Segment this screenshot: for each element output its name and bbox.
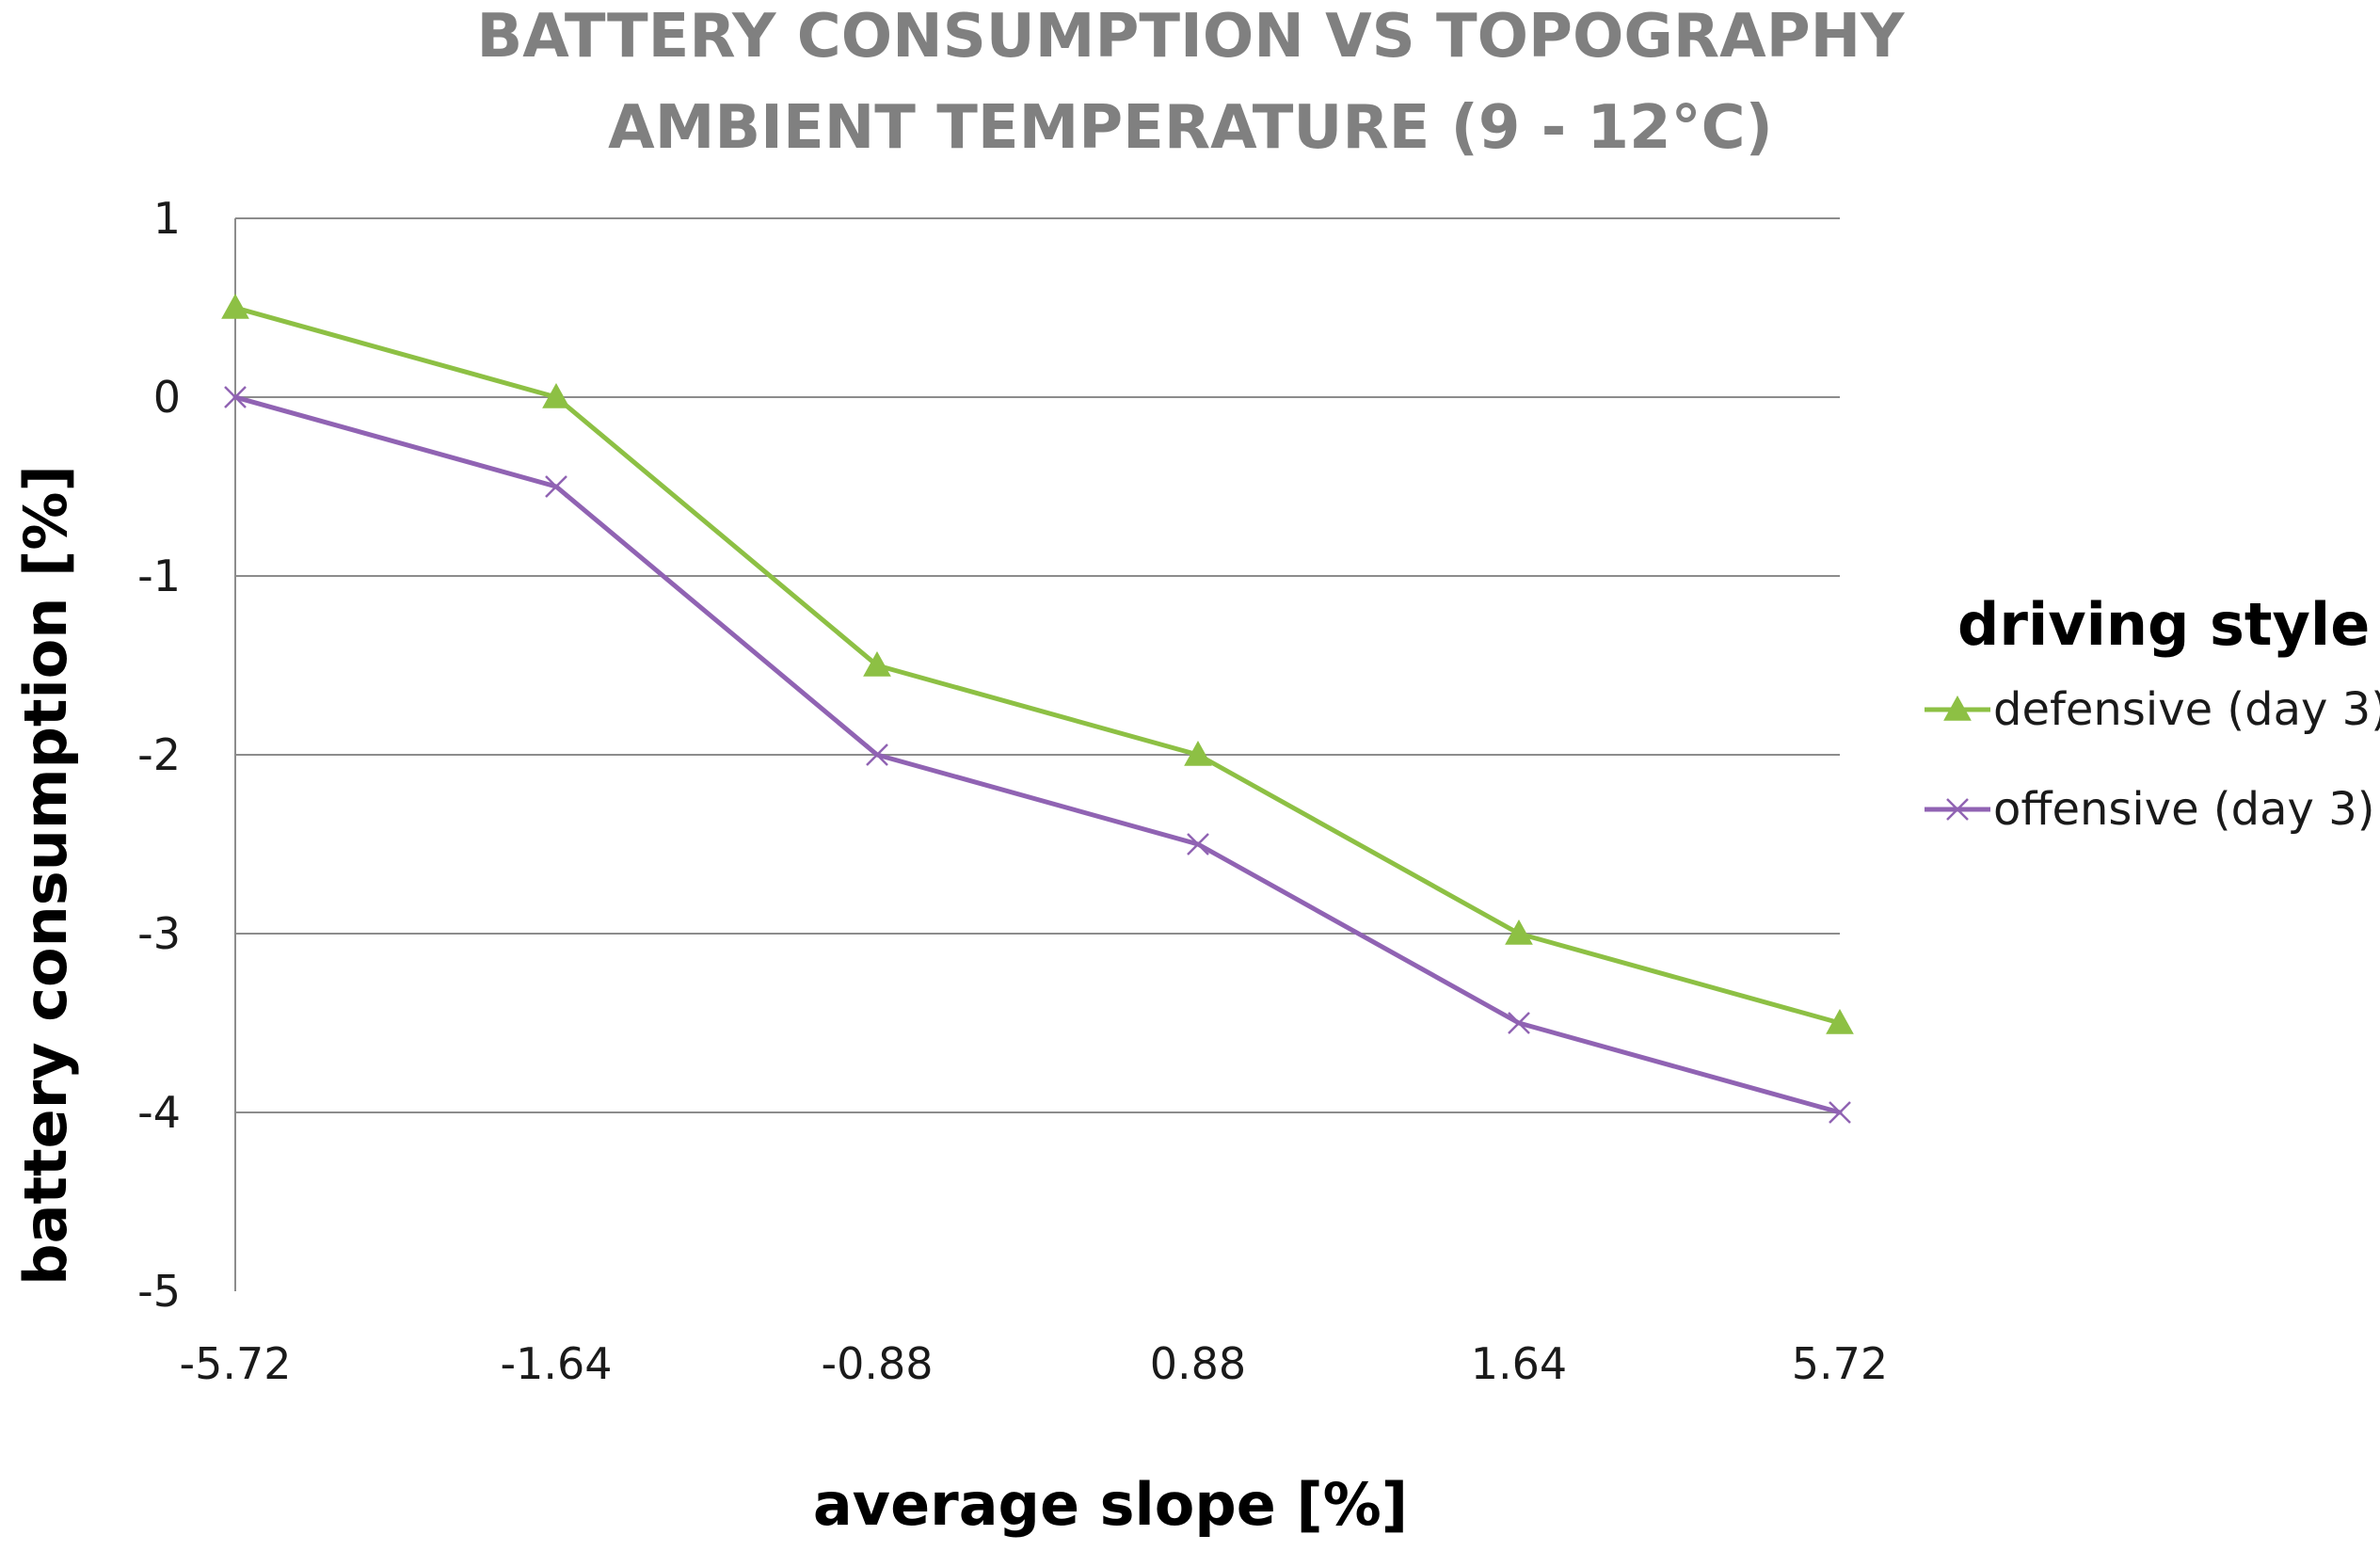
data-point-stroke <box>1187 833 1209 855</box>
y-tick-label: 1 <box>153 193 181 244</box>
series-offensive <box>224 386 1851 1124</box>
legend-swatch-marker <box>1943 695 1972 721</box>
legend: driving style defensive (day 3) offensive… <box>1925 590 2380 836</box>
chart-title-line-2: AMBIENT TEMPERATURE (9 - 12°C) <box>608 93 1773 163</box>
x-tick-label: 0.88 <box>1150 1338 1246 1389</box>
y-tick-labels: 1 0 -1 -2 -3 -4 -5 <box>137 193 181 1317</box>
series <box>221 293 1854 1124</box>
x-tick-label: -1.64 <box>500 1338 612 1389</box>
data-point <box>863 650 891 677</box>
legend-item: offensive (day 3) <box>1925 783 2374 836</box>
data-point <box>1187 833 1209 855</box>
data-point <box>1184 740 1212 766</box>
x-tick-label: 1.64 <box>1471 1338 1567 1389</box>
x-axis-title: average slope [%] <box>813 1470 1408 1539</box>
data-point-stroke <box>224 386 247 408</box>
data-point-stroke <box>866 744 888 766</box>
x-tick-label: -0.88 <box>821 1338 933 1389</box>
data-point-stroke <box>1508 1012 1530 1034</box>
series-defensive <box>221 293 1854 1034</box>
legend-swatch-marker <box>1946 798 1969 821</box>
legend-label: defensive (day 3) <box>1993 683 2380 736</box>
x-tick-labels: -5.72 -1.64 -0.88 0.88 1.64 5.72 <box>179 1338 1888 1389</box>
y-tick-label: -4 <box>137 1087 181 1138</box>
gridlines <box>235 217 1840 1113</box>
x-tick-label: -5.72 <box>179 1338 291 1389</box>
data-point-stroke <box>1829 1101 1851 1124</box>
y-tick-label: -3 <box>137 908 181 959</box>
series-line <box>232 305 1843 1026</box>
legend-title: driving style <box>1957 590 2370 659</box>
data-point <box>866 744 888 766</box>
data-point <box>1505 919 1533 945</box>
data-point <box>545 475 567 498</box>
y-tick-label: -5 <box>137 1266 181 1317</box>
data-point <box>542 382 570 408</box>
data-point <box>1508 1012 1530 1034</box>
chart-title-line-1: BATTERY CONSUMPTION VS TOPOGRAPHY <box>477 2 1906 72</box>
y-axis-title: battery consumption [%] <box>11 465 80 1286</box>
legend-item: defensive (day 3) <box>1925 683 2380 736</box>
data-point <box>221 293 249 319</box>
y-tick-label: 0 <box>153 372 181 423</box>
data-point <box>224 386 247 408</box>
legend-label: offensive (day 3) <box>1993 783 2374 836</box>
legend-swatch-marker-stroke <box>1946 798 1969 821</box>
x-tick-label: 5.72 <box>1792 1338 1888 1389</box>
y-tick-label: -2 <box>137 729 181 780</box>
data-point-stroke <box>545 475 567 498</box>
series-line <box>232 394 1843 1115</box>
legend-items: defensive (day 3) offensive (day 3) <box>1925 683 2380 836</box>
data-point <box>1826 1008 1854 1034</box>
data-point <box>1829 1101 1851 1124</box>
y-tick-label: -1 <box>137 551 181 601</box>
